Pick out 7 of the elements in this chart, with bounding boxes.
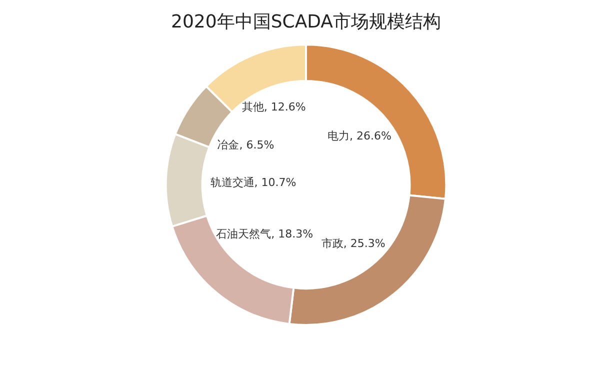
slice-label: 冶金, 6.5%	[217, 138, 274, 152]
slice-label: 其他, 12.6%	[242, 100, 306, 114]
slice-label: 轨道交通, 10.7%	[210, 176, 296, 189]
slice-label: 市政, 25.3%	[321, 236, 386, 250]
slice-label: 电力, 26.6%	[327, 129, 392, 142]
chart-title: 2020年中国SCADA市场规模结构	[171, 11, 441, 32]
slice-label: 石油天然气, 18.3%	[216, 227, 314, 240]
